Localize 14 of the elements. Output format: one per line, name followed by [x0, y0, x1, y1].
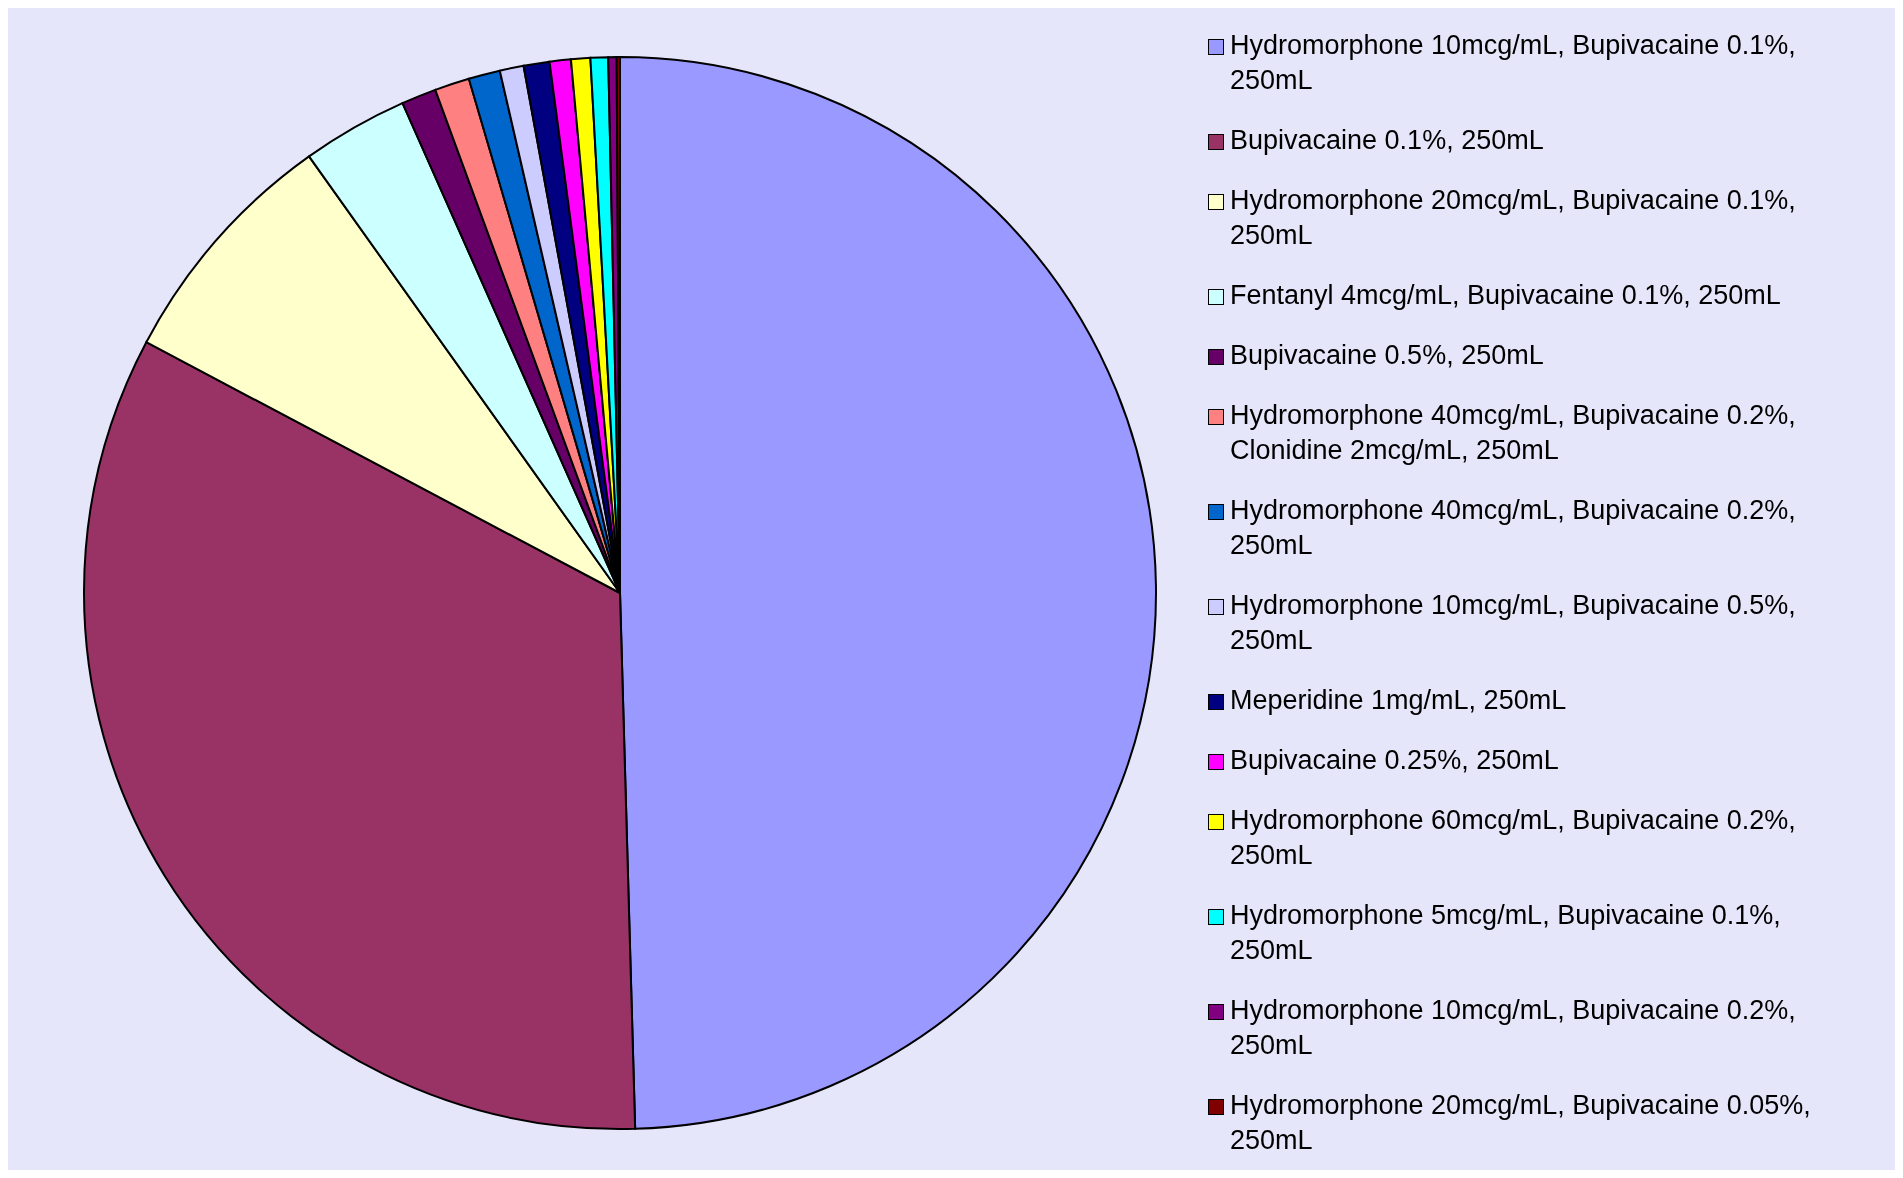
legend-label: Fentanyl 4mcg/mL, Bupivacaine 0.1%, 250mL: [1230, 279, 1781, 312]
legend-label: Bupivacaine 0.5%, 250mL: [1230, 339, 1544, 372]
legend-label: Hydromorphone 10mcg/mL, Bupivacaine 0.1%, 250mL: [1230, 29, 1797, 97]
legend-label: Hydromorphone 60mcg/mL, Bupivacaine 0.2%, 250mL: [1230, 804, 1797, 872]
legend-label: Hydromorphone 20mcg/mL, Bupivacaine 0.1%, 250mL: [1230, 184, 1797, 252]
legend-label: Hydromorphone 40mcg/mL, Bupivacaine 0.2%, Clonidine 2mcg/mL, 250mL: [1230, 399, 1797, 467]
legend-label: Hydromorphone 20mcg/mL, Bupivacaine 0.05%, 250mL: [1230, 1089, 1812, 1157]
legend-label: Bupivacaine 0.25%, 250mL: [1230, 744, 1559, 777]
legend-label: Hydromorphone 10mcg/mL, Bupivacaine 0.2%, 250mL: [1230, 994, 1797, 1062]
legend-label: Meperidine 1mg/mL, 250mL: [1230, 684, 1567, 717]
legend-label: Bupivacaine 0.1%, 250mL: [1230, 124, 1544, 157]
legend-label: Hydromorphone 40mcg/mL, Bupivacaine 0.2%, 250mL: [1230, 494, 1797, 562]
legend-label: Hydromorphone 5mcg/mL, Bupivacaine 0.1%, 250mL: [1230, 899, 1782, 967]
legend-label: Hydromorphone 10mcg/mL, Bupivacaine 0.5%, 250mL: [1230, 589, 1797, 657]
